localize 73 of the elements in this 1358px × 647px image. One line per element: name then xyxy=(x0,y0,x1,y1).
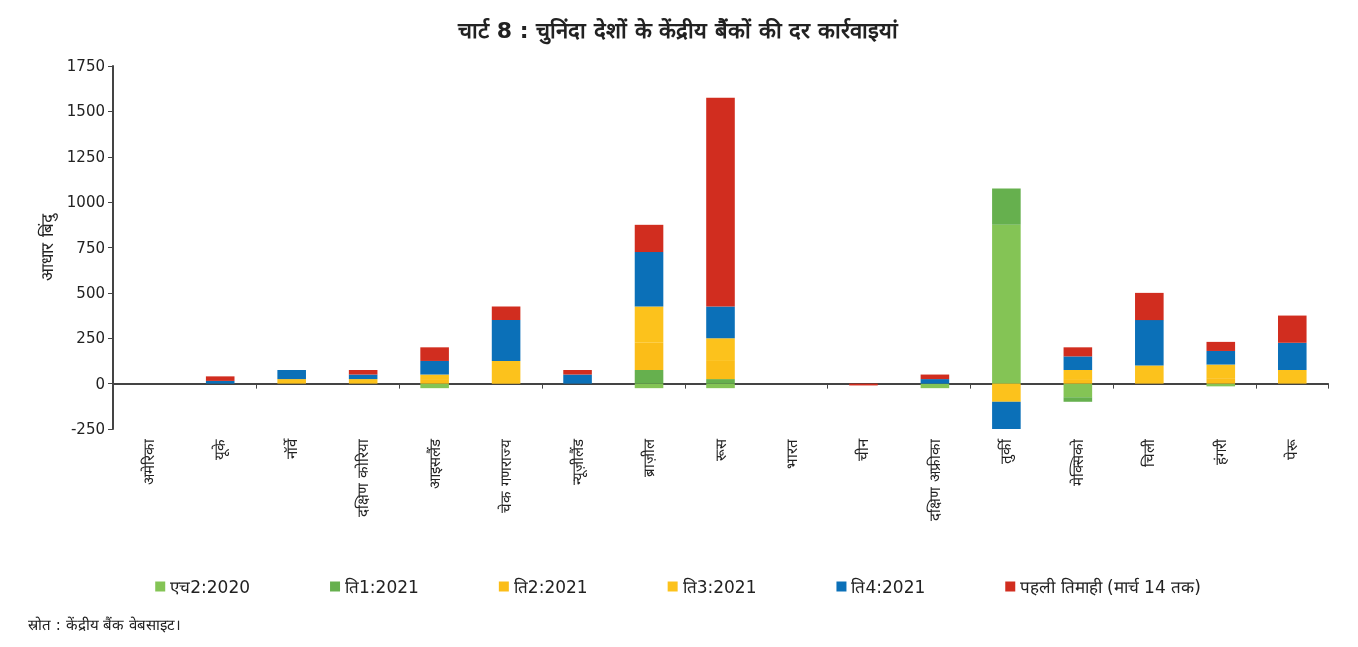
bar xyxy=(706,379,735,384)
bar xyxy=(706,306,735,339)
bar xyxy=(1277,342,1307,371)
x-tick-label: यूके xyxy=(211,439,231,460)
bar xyxy=(348,379,378,384)
bar xyxy=(634,370,664,384)
legend-label: एच2:2020 xyxy=(170,576,251,597)
bar xyxy=(277,370,306,380)
bar xyxy=(1135,320,1164,366)
y-tick-label: 500 xyxy=(76,283,105,302)
x-tick-label: मेक्सिको xyxy=(1068,438,1087,486)
y-tick-label: -250 xyxy=(70,420,105,438)
bar xyxy=(706,97,735,307)
x-tick-label: तुर्की xyxy=(997,438,1017,464)
bar xyxy=(348,370,378,375)
bar xyxy=(491,320,521,361)
legend-label: ति1:2021 xyxy=(345,576,419,597)
bar xyxy=(1206,341,1236,351)
bar xyxy=(992,224,1021,384)
x-tick-label: पेरू xyxy=(1283,439,1302,460)
bar xyxy=(1277,315,1307,343)
bar xyxy=(205,376,235,381)
bar xyxy=(992,188,1021,225)
x-tick-label: दक्षिण अफ्रीका xyxy=(925,438,944,521)
bar xyxy=(1277,370,1307,384)
x-tick-label: चीन xyxy=(854,438,873,461)
bar xyxy=(1063,383,1093,398)
bar xyxy=(420,379,449,384)
y-tick-label: 1500 xyxy=(66,102,105,121)
bar xyxy=(1063,347,1093,357)
bar xyxy=(992,383,1021,402)
x-tick-label: रूस xyxy=(711,438,730,461)
bar xyxy=(1135,365,1164,384)
x-tick-label: दक्षिण कोरिया xyxy=(354,438,373,517)
x-tick-label: अमेरिका xyxy=(139,438,158,485)
y-axis-title: आधार बिंदु xyxy=(36,213,58,281)
x-tick-label: चिली xyxy=(1140,438,1159,467)
legend-label: ति3:2021 xyxy=(682,576,757,597)
x-tick-label: भारत xyxy=(782,439,801,469)
x-tick-label: आइसलैंड xyxy=(425,438,444,489)
legend-label: ति4:2021 xyxy=(851,576,926,597)
bar xyxy=(563,370,592,375)
bar xyxy=(920,379,950,384)
text: स्रोत : केंद्रीय बैंक वेबसाइट। xyxy=(28,615,182,634)
x-tick-label: चेक गणराज्य xyxy=(497,439,516,513)
x-tick-label: न्यूज़ीलैंड xyxy=(568,438,588,485)
chart-title: चार्ट 8 : चुनिंदा देशों के केंद्रीय बैंकों की दर कार्रवाइयां xyxy=(457,16,899,45)
x-tick-label: ब्राज़ील xyxy=(640,438,659,477)
legend-label: पहली तिमाही (मार्च 14 तक) xyxy=(1020,576,1201,597)
bar xyxy=(992,401,1021,429)
bar xyxy=(205,380,235,384)
x-tick-label: नॉर्वे xyxy=(282,438,301,459)
legend-label: ति2:2021 xyxy=(513,576,588,597)
bar xyxy=(634,252,664,307)
bar xyxy=(277,379,306,384)
y-tick-label: 1000 xyxy=(66,193,105,212)
bar xyxy=(1063,370,1093,380)
bar xyxy=(1135,292,1164,321)
bar xyxy=(491,306,521,321)
bar xyxy=(1063,397,1093,402)
bar xyxy=(1063,356,1093,371)
x-tick-label: हंगरी xyxy=(1211,438,1230,465)
y-tick-label: 750 xyxy=(76,238,105,257)
bar xyxy=(420,347,449,361)
y-tick-label: 250 xyxy=(76,329,105,348)
bar xyxy=(420,360,449,375)
bar xyxy=(563,374,592,384)
y-tick-label: 0 xyxy=(95,374,105,393)
bar xyxy=(1206,350,1236,365)
y-tick-label: 1250 xyxy=(66,147,105,166)
bar xyxy=(634,224,664,253)
bar xyxy=(491,360,521,384)
y-tick-label: 1750 xyxy=(66,57,105,75)
